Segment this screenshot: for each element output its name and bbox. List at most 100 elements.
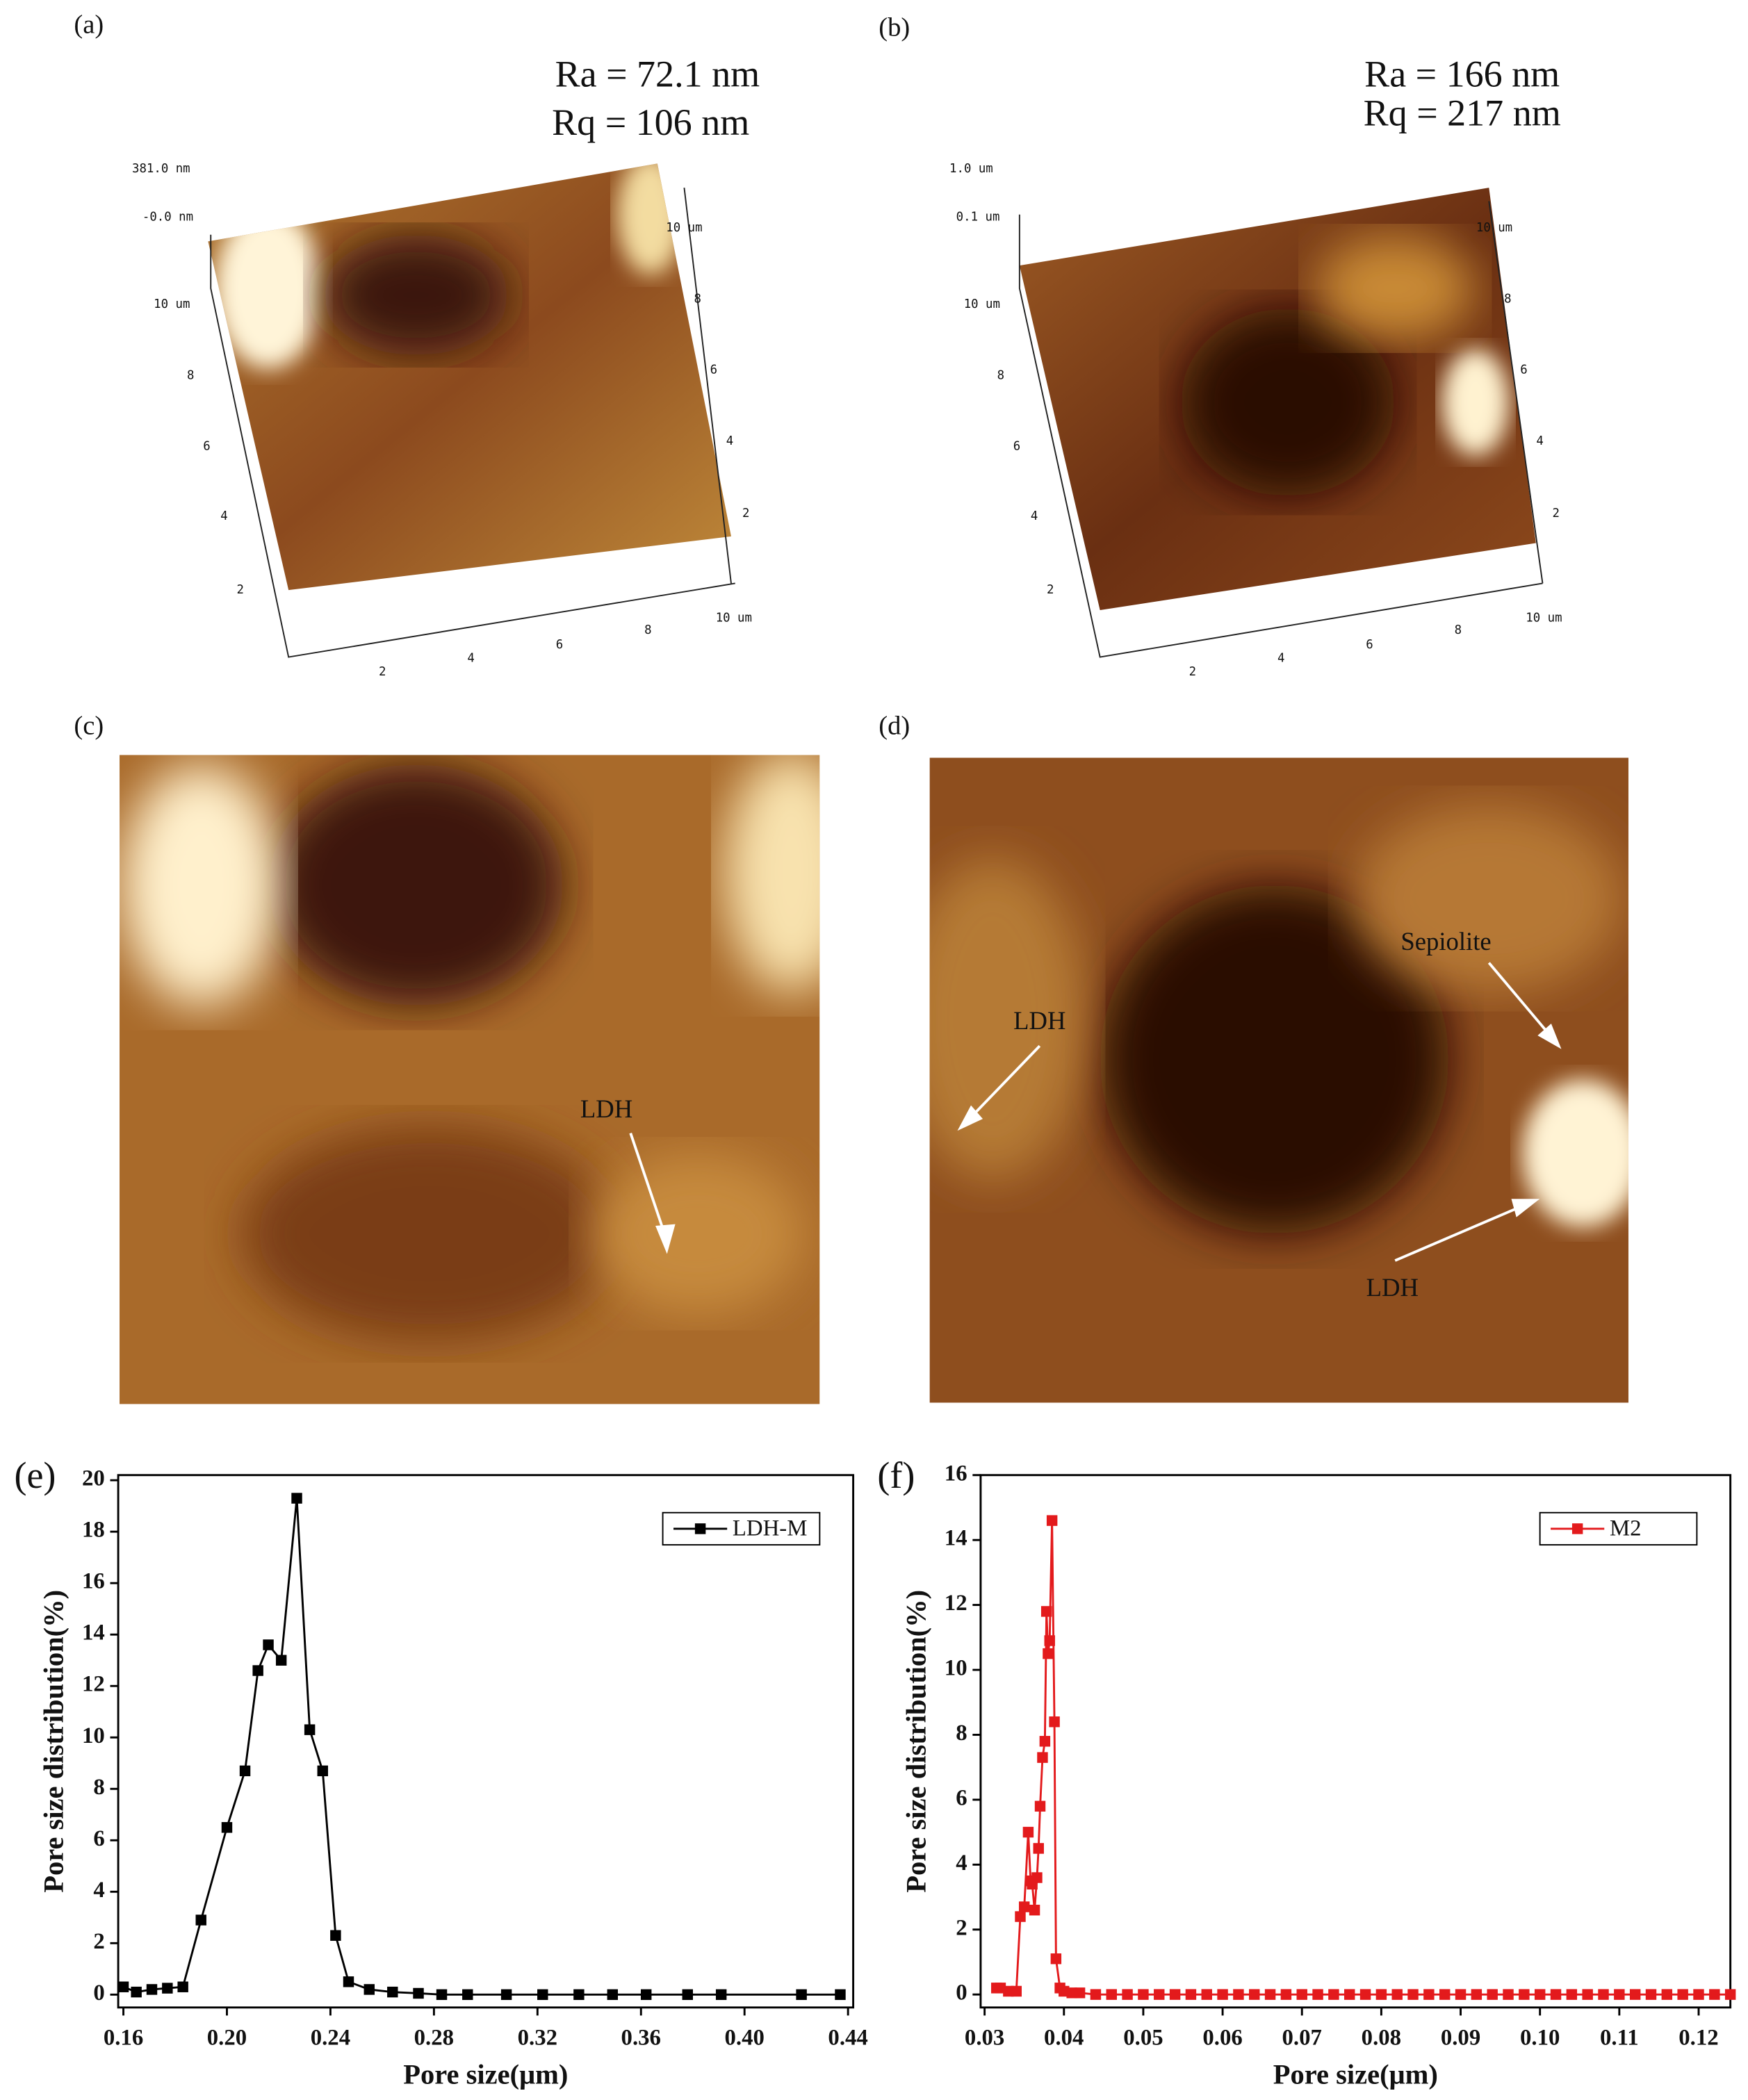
y-tick-label: 12	[945, 1591, 967, 1616]
axis-label-3d: 10 um	[1526, 612, 1562, 625]
axis-label-3d: 2	[379, 665, 386, 679]
marker	[1033, 1843, 1044, 1854]
y-tick-label: 4	[93, 1878, 104, 1903]
legend-marker	[694, 1523, 706, 1534]
marker	[263, 1639, 274, 1650]
marker	[1122, 1989, 1133, 2000]
marker	[1407, 1989, 1419, 2000]
axis-label-3d: 4	[726, 434, 733, 448]
marker	[1724, 1989, 1736, 2000]
plot-frame	[979, 1474, 1732, 2009]
afm-3d-a	[208, 163, 735, 658]
marker	[1344, 1989, 1355, 2000]
axis-label-3d: 8	[997, 368, 1004, 382]
x-tick-label: 0.03	[965, 2026, 1004, 2051]
y-tick-label: 10	[82, 1723, 105, 1748]
x-tick-label: 0.04	[1044, 2026, 1084, 2051]
marker	[1090, 1989, 1102, 2000]
marker	[1138, 1989, 1149, 2000]
annotation: Rq = 106 nm	[552, 101, 749, 143]
marker	[715, 1989, 727, 2001]
y-tick-label: 16	[945, 1461, 967, 1486]
marker	[1037, 1752, 1048, 1763]
x-axis-title: Pore size(μm)	[1273, 2058, 1438, 2090]
marker	[1185, 1989, 1197, 2000]
marker	[1264, 1989, 1276, 2000]
y-tick-label: 2	[956, 1915, 967, 1940]
axis-label-3d: 4	[1277, 652, 1284, 666]
marker	[1566, 1989, 1578, 2000]
marker	[1629, 1989, 1641, 2000]
y-axis-title: Pore size distribution(%)	[900, 1590, 931, 1893]
marker	[835, 1989, 846, 2001]
marker	[1074, 1987, 1086, 1999]
panel-label: (a)	[74, 10, 104, 39]
marker	[1582, 1989, 1593, 2000]
marker	[500, 1989, 512, 2001]
marker	[131, 1986, 142, 1998]
marker	[317, 1765, 328, 1777]
marker	[1693, 1989, 1704, 2000]
annotation: Sepiolite	[1400, 927, 1491, 955]
marker	[1106, 1989, 1117, 2000]
axis-label-3d: 2	[1189, 665, 1196, 679]
marker	[177, 1981, 188, 1992]
axis-label-3d: 8	[694, 292, 701, 306]
afm-3d-b	[1018, 188, 1544, 658]
marker	[413, 1987, 424, 1999]
annotation: LDH	[1013, 1006, 1065, 1035]
y-tick-label: 0	[956, 1980, 967, 2005]
x-tick-label: 0.40	[724, 2026, 764, 2051]
annotation: Ra = 72.1 nm	[555, 53, 760, 95]
legend-label: M2	[1610, 1516, 1642, 1541]
x-axis-title: Pore size(μm)	[403, 2058, 568, 2090]
axis-label-3d: 381.0 nm	[132, 162, 190, 176]
x-tick-label: 0.12	[1678, 2026, 1718, 2051]
plot-frame	[117, 1474, 855, 2009]
panel-label: (b)	[879, 13, 910, 42]
axis-label-3d: -0.0 nm	[142, 211, 193, 224]
x-tick-label: 0.06	[1202, 2026, 1242, 2051]
marker	[195, 1914, 206, 1926]
x-tick-label: 0.28	[414, 2026, 454, 2051]
axis-label-3d: 4	[467, 652, 474, 666]
arrows	[629, 962, 1562, 1262]
x-tick-label: 0.05	[1123, 2026, 1163, 2051]
axis-label-3d: 6	[1366, 638, 1373, 652]
marker	[1375, 1989, 1387, 2000]
marker	[387, 1986, 398, 1998]
marker	[162, 1983, 173, 1994]
marker	[1550, 1989, 1562, 2000]
marker	[1661, 1989, 1673, 2000]
x-tick-label: 0.11	[1600, 2026, 1639, 2051]
y-tick-label: 4	[956, 1851, 967, 1876]
marker	[252, 1665, 263, 1676]
x-tick-label: 0.24	[311, 2026, 350, 2051]
marker	[1022, 1826, 1034, 1838]
marker	[1487, 1989, 1498, 2000]
marker	[1018, 1901, 1030, 1912]
marker	[1439, 1989, 1451, 2000]
marker	[1031, 1872, 1043, 1883]
marker	[1050, 1953, 1062, 1964]
y-tick-label: 10	[945, 1656, 967, 1681]
marker	[796, 1989, 807, 2001]
axis-label-3d: 10 um	[1476, 221, 1512, 235]
x-tick-label: 0.08	[1362, 2026, 1401, 2051]
x-tick-label: 0.16	[104, 2026, 143, 2051]
y-axis-title: Pore size distribution(%)	[38, 1590, 70, 1893]
x-tick-label: 0.32	[518, 2026, 557, 2051]
marker	[1471, 1989, 1482, 2000]
marker	[682, 1989, 693, 2001]
annotation: LDH	[580, 1094, 632, 1123]
axis-label-3d: 2	[742, 507, 749, 520]
marker	[1249, 1989, 1260, 2000]
x-tick-label: 0.44	[828, 2026, 867, 2051]
marker	[1034, 1800, 1046, 1812]
marker	[573, 1989, 585, 2001]
series-line	[122, 1498, 840, 1996]
y-tick-label: 8	[956, 1721, 967, 1746]
marker	[1598, 1989, 1609, 2000]
axis-label-3d: 8	[1455, 623, 1462, 637]
marker	[1011, 1985, 1022, 1997]
